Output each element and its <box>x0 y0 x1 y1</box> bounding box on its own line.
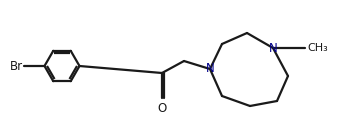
Text: N: N <box>206 62 214 75</box>
Text: CH₃: CH₃ <box>307 43 328 53</box>
Text: Br: Br <box>10 59 23 72</box>
Text: N: N <box>269 41 277 55</box>
Text: O: O <box>157 102 167 115</box>
